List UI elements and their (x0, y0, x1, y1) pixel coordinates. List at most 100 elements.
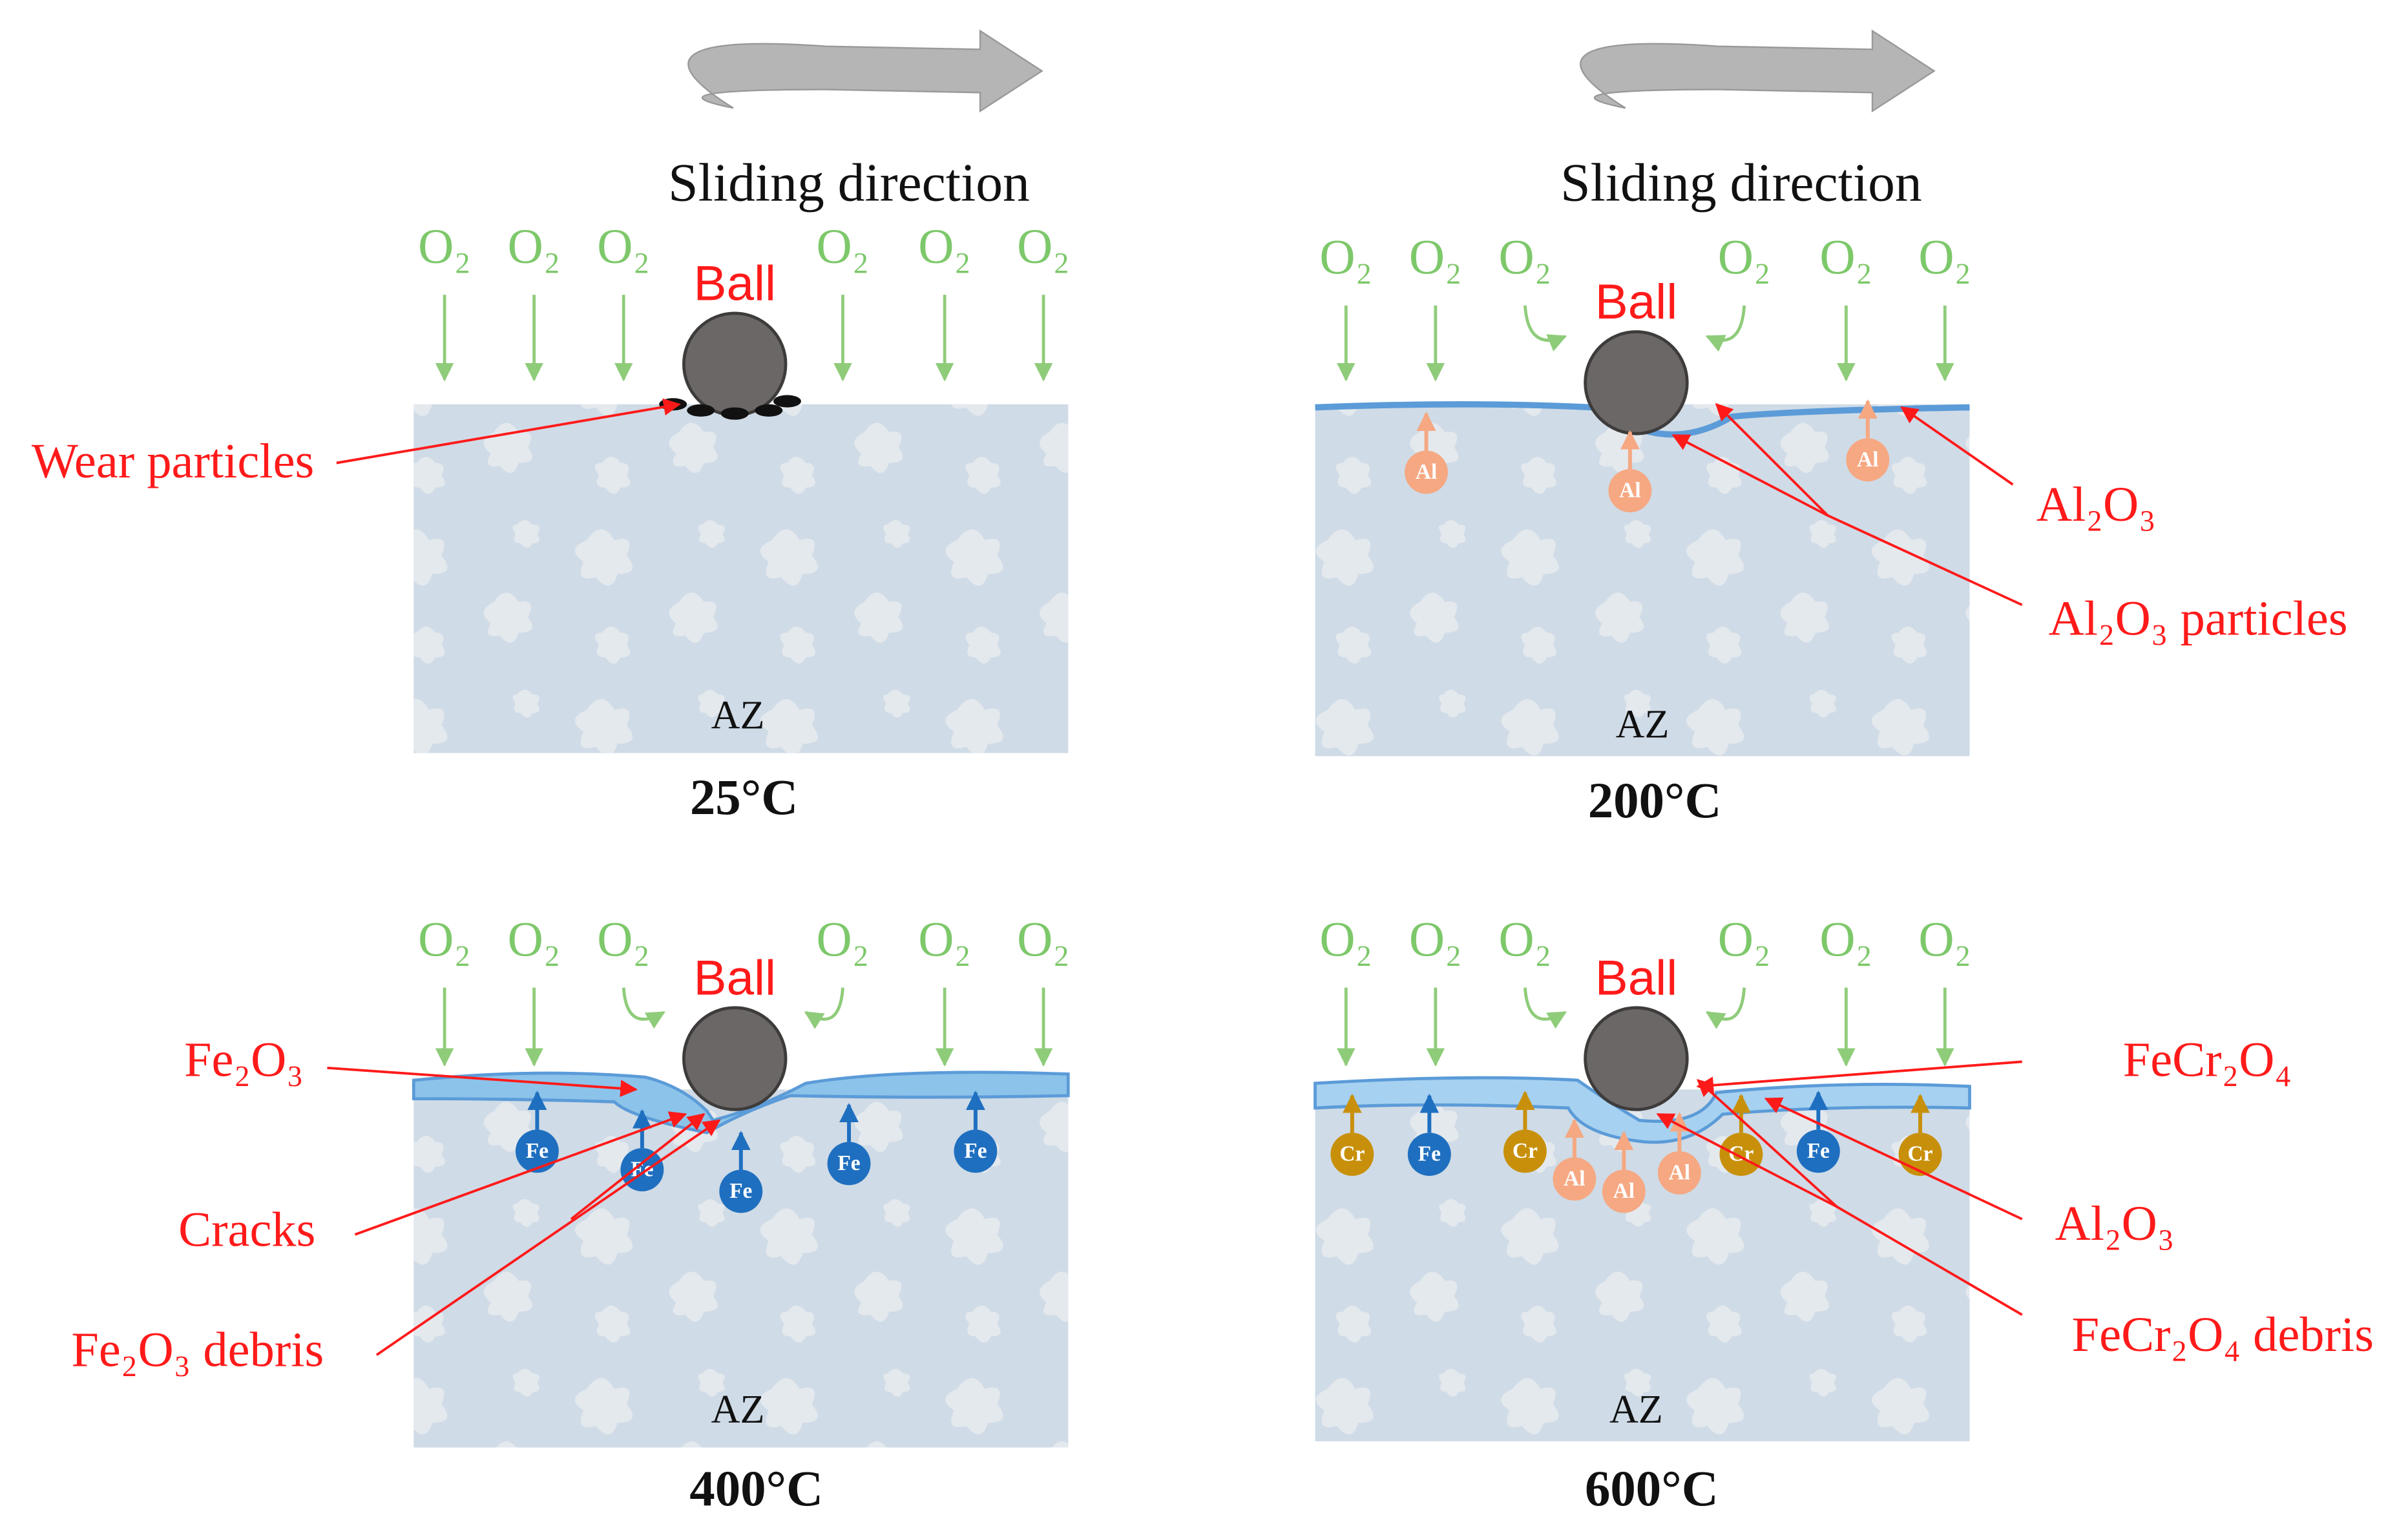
substrate-label: AZ (711, 693, 765, 737)
oxide-layer (1314, 1076, 1971, 1144)
oxygen-label: O₂ (418, 219, 471, 274)
ion (1657, 1151, 1701, 1195)
oxygen-label: O₂ (1819, 230, 1872, 285)
annotation-arrow (1764, 1097, 2023, 1220)
substrate-label: AZ (711, 1388, 765, 1432)
wear-particle (773, 395, 801, 408)
ball-label: Ball (1595, 275, 1677, 329)
oxygen-arrow (622, 987, 665, 1029)
temperature: 200°C (1588, 773, 1722, 829)
temperature: 600°C (1585, 1461, 1719, 1517)
annotation-arrow (1671, 434, 1828, 517)
annotation-arrow (354, 1111, 687, 1236)
ion (1602, 1169, 1646, 1213)
ball (1584, 330, 1689, 435)
oxygen-arrow (1705, 987, 1746, 1029)
oxide-layer (412, 1071, 1070, 1134)
ion (1553, 1157, 1597, 1201)
annotation: Al₂O₃ (2036, 477, 2156, 532)
annotation-arrow (1696, 1060, 2022, 1094)
temperature: 400°C (689, 1461, 823, 1517)
ion-label: Fe (837, 1151, 860, 1175)
sliding-label: Sliding direction (668, 154, 1030, 213)
oxygen-arrow (804, 987, 844, 1029)
ion-label: Fe (526, 1139, 549, 1163)
ion (515, 1129, 559, 1173)
wear-particle (720, 407, 749, 420)
ion-label: Fe (964, 1139, 987, 1163)
ball (682, 311, 788, 417)
annotation-arrow (570, 1113, 706, 1220)
annotation: Cracks (178, 1202, 315, 1257)
ball-label: Ball (693, 256, 775, 311)
oxygen-label: O₂ (1409, 912, 1462, 967)
ion (1330, 1133, 1374, 1176)
oxygen-label: O₂ (1017, 219, 1070, 274)
temperature: 25°C (690, 769, 798, 826)
substrate-label: AZ (1616, 703, 1670, 747)
oxygen-arrow (1705, 305, 1746, 352)
ion (1846, 438, 1890, 482)
sliding-arrow (687, 29, 1043, 113)
oxygen-label: O₂ (1498, 230, 1551, 285)
ion-label: Al (1416, 460, 1437, 484)
substrate-label: AZ (1609, 1388, 1663, 1432)
annotation: Wear particles (32, 434, 314, 488)
ion-label: Al (1613, 1179, 1635, 1203)
oxygen-label: O₂ (1918, 912, 1971, 967)
annotation-arrow (327, 1066, 638, 1097)
annotation-arrow (336, 398, 681, 465)
oxygen-label: O₂ (418, 912, 471, 967)
ion (719, 1169, 763, 1213)
sliding-label: Sliding direction (1560, 154, 1922, 213)
ion-label: Al (1857, 448, 1878, 472)
ion-label: Fe (1807, 1139, 1830, 1163)
ball-label: Ball (1595, 950, 1677, 1005)
oxygen-label: O₂ (1319, 230, 1372, 285)
oxygen-label: O₂ (508, 219, 561, 274)
oxygen-arrow (1523, 987, 1567, 1029)
oxygen-label: O₂ (597, 912, 650, 967)
ion-label: Al (1564, 1167, 1585, 1191)
ion (1608, 469, 1652, 512)
ion-label: Cr (1908, 1142, 1933, 1166)
oxygen-label: O₂ (1409, 230, 1462, 285)
wear-particle (755, 404, 783, 417)
annotation: FeCr₂O₄ debris (2072, 1307, 2374, 1362)
oxygen-label: O₂ (1017, 912, 1070, 967)
ion (827, 1142, 871, 1186)
ion (1405, 450, 1448, 494)
annotation: Fe₂O₃ (184, 1032, 304, 1087)
substrate-texture (414, 404, 1069, 753)
panel: Ball Sliding direction O₂ O₂ O₂ O₂ O₂ O₂ Wear pa… (32, 29, 1070, 826)
annotation: Fe₂O₃ debris (71, 1323, 324, 1377)
ion (1719, 1133, 1763, 1176)
ion-label: Cr (1339, 1142, 1365, 1166)
wear-particle (687, 404, 715, 417)
annotation: FeCr₂O₄ (2123, 1032, 2292, 1087)
oxygen-label: O₂ (918, 912, 971, 967)
ion-label: Cr (1513, 1139, 1538, 1163)
ion (954, 1129, 998, 1173)
ball (682, 1006, 788, 1111)
oxygen-label: O₂ (918, 219, 971, 274)
ion (1407, 1133, 1451, 1176)
oxygen-label: O₂ (817, 219, 870, 274)
annotation: Al₂O₃ (2055, 1196, 2175, 1251)
oxygen-label: O₂ (508, 912, 561, 967)
oxygen-label: O₂ (1918, 230, 1971, 285)
ion-label: Al (1619, 479, 1640, 503)
oxygen-arrow (1523, 305, 1567, 351)
oxygen-label: O₂ (1819, 912, 1872, 967)
ion (1503, 1129, 1547, 1173)
annotation-arrow (1697, 1079, 1838, 1208)
oxygen-label: O₂ (1718, 912, 1771, 967)
sliding-arrow (1580, 29, 1936, 113)
ion (1796, 1129, 1840, 1173)
ball-label: Ball (693, 950, 775, 1005)
ball (1584, 1006, 1689, 1111)
